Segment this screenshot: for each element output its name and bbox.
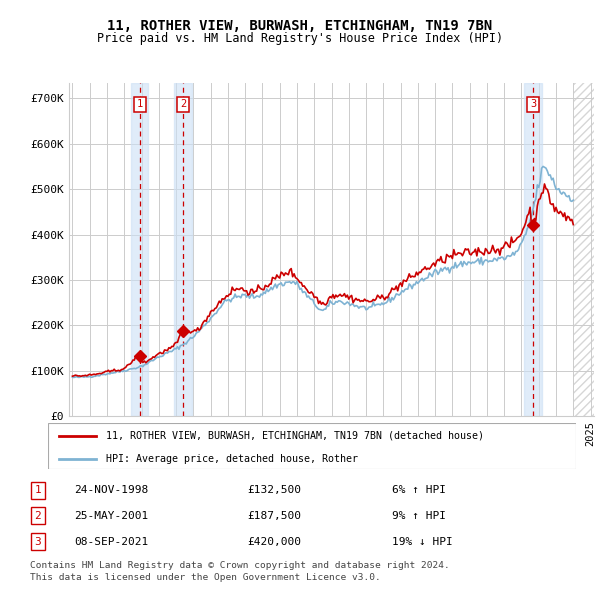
Text: Price paid vs. HM Land Registry's House Price Index (HPI): Price paid vs. HM Land Registry's House …	[97, 32, 503, 45]
Text: £187,500: £187,500	[247, 510, 301, 520]
FancyBboxPatch shape	[48, 423, 576, 469]
Bar	[131, 83, 148, 416]
Text: 11, ROTHER VIEW, BURWASH, ETCHINGHAM, TN19 7BN: 11, ROTHER VIEW, BURWASH, ETCHINGHAM, TN…	[107, 19, 493, 33]
Text: HPI: Average price, detached house, Rother: HPI: Average price, detached house, Roth…	[106, 454, 358, 464]
Text: 3: 3	[35, 537, 41, 547]
Text: 9% ↑ HPI: 9% ↑ HPI	[392, 510, 446, 520]
Text: 2: 2	[180, 99, 186, 109]
Text: 08-SEP-2021: 08-SEP-2021	[74, 537, 148, 547]
Text: Contains HM Land Registry data © Crown copyright and database right 2024.: Contains HM Land Registry data © Crown c…	[30, 560, 450, 569]
Bar	[573, 83, 594, 416]
Text: 2: 2	[35, 510, 41, 520]
Bar	[175, 83, 191, 416]
Text: 11, ROTHER VIEW, BURWASH, ETCHINGHAM, TN19 7BN (detached house): 11, ROTHER VIEW, BURWASH, ETCHINGHAM, TN…	[106, 431, 484, 441]
Text: £132,500: £132,500	[247, 486, 301, 495]
Bar	[524, 83, 542, 416]
Text: 24-NOV-1998: 24-NOV-1998	[74, 486, 148, 495]
Text: 1: 1	[35, 486, 41, 495]
Text: 19% ↓ HPI: 19% ↓ HPI	[392, 537, 453, 547]
Text: 3: 3	[530, 99, 536, 109]
Text: £420,000: £420,000	[247, 537, 301, 547]
Text: 1: 1	[137, 99, 143, 109]
Text: 6% ↑ HPI: 6% ↑ HPI	[392, 486, 446, 495]
Text: 25-MAY-2001: 25-MAY-2001	[74, 510, 148, 520]
Text: This data is licensed under the Open Government Licence v3.0.: This data is licensed under the Open Gov…	[30, 573, 381, 582]
